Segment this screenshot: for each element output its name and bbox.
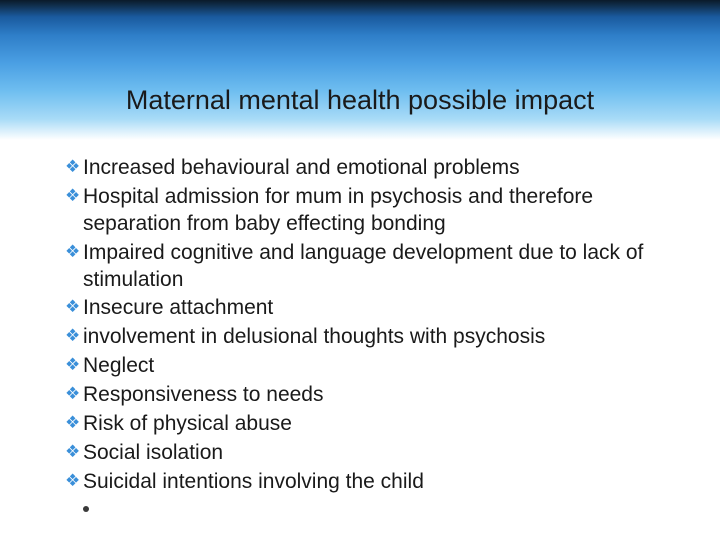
- diamond-bullet-icon: ❖: [65, 441, 83, 462]
- list-item: ❖ involvement in delusional thoughts wit…: [65, 324, 670, 351]
- diamond-bullet-icon: ❖: [65, 325, 83, 346]
- list-item-text: Increased behavioural and emotional prob…: [83, 155, 670, 182]
- list-item: ❖ Social isolation: [65, 440, 670, 467]
- list-item: ❖ Risk of physical abuse: [65, 411, 670, 438]
- list-item: ❖ Increased behavioural and emotional pr…: [65, 155, 670, 182]
- list-item: ❖ Responsiveness to needs: [65, 382, 670, 409]
- list-item-text: involvement in delusional thoughts with …: [83, 324, 670, 351]
- list-item: ❖ Insecure attachment: [65, 295, 670, 322]
- list-item-text: Impaired cognitive and language developm…: [83, 240, 670, 294]
- list-item-text: Insecure attachment: [83, 295, 670, 322]
- diamond-bullet-icon: ❖: [65, 185, 83, 206]
- list-item: ❖ Hospital admission for mum in psychosi…: [65, 184, 670, 238]
- sub-bullet-dot-icon: [83, 506, 89, 512]
- slide-body: ❖ Increased behavioural and emotional pr…: [65, 155, 670, 517]
- list-item: ❖ Impaired cognitive and language develo…: [65, 240, 670, 294]
- list-item-text: Risk of physical abuse: [83, 411, 670, 438]
- list-item-text: Responsiveness to needs: [83, 382, 670, 409]
- diamond-bullet-icon: ❖: [65, 354, 83, 375]
- diamond-bullet-icon: ❖: [65, 412, 83, 433]
- diamond-bullet-icon: ❖: [65, 156, 83, 177]
- list-item-text: Social isolation: [83, 440, 670, 467]
- diamond-bullet-icon: ❖: [65, 241, 83, 262]
- list-item-text: Hospital admission for mum in psychosis …: [83, 184, 670, 238]
- sub-bullet: [83, 498, 670, 517]
- slide-title: Maternal mental health possible impact: [0, 85, 720, 116]
- diamond-bullet-icon: ❖: [65, 470, 83, 491]
- list-item: ❖ Suicidal intentions involving the chil…: [65, 469, 670, 496]
- header-gradient-band: [0, 0, 720, 140]
- list-item-text: Suicidal intentions involving the child: [83, 469, 670, 496]
- diamond-bullet-icon: ❖: [65, 383, 83, 404]
- slide: Maternal mental health possible impact ❖…: [0, 0, 720, 540]
- list-item-text: Neglect: [83, 353, 670, 380]
- list-item: ❖ Neglect: [65, 353, 670, 380]
- diamond-bullet-icon: ❖: [65, 296, 83, 317]
